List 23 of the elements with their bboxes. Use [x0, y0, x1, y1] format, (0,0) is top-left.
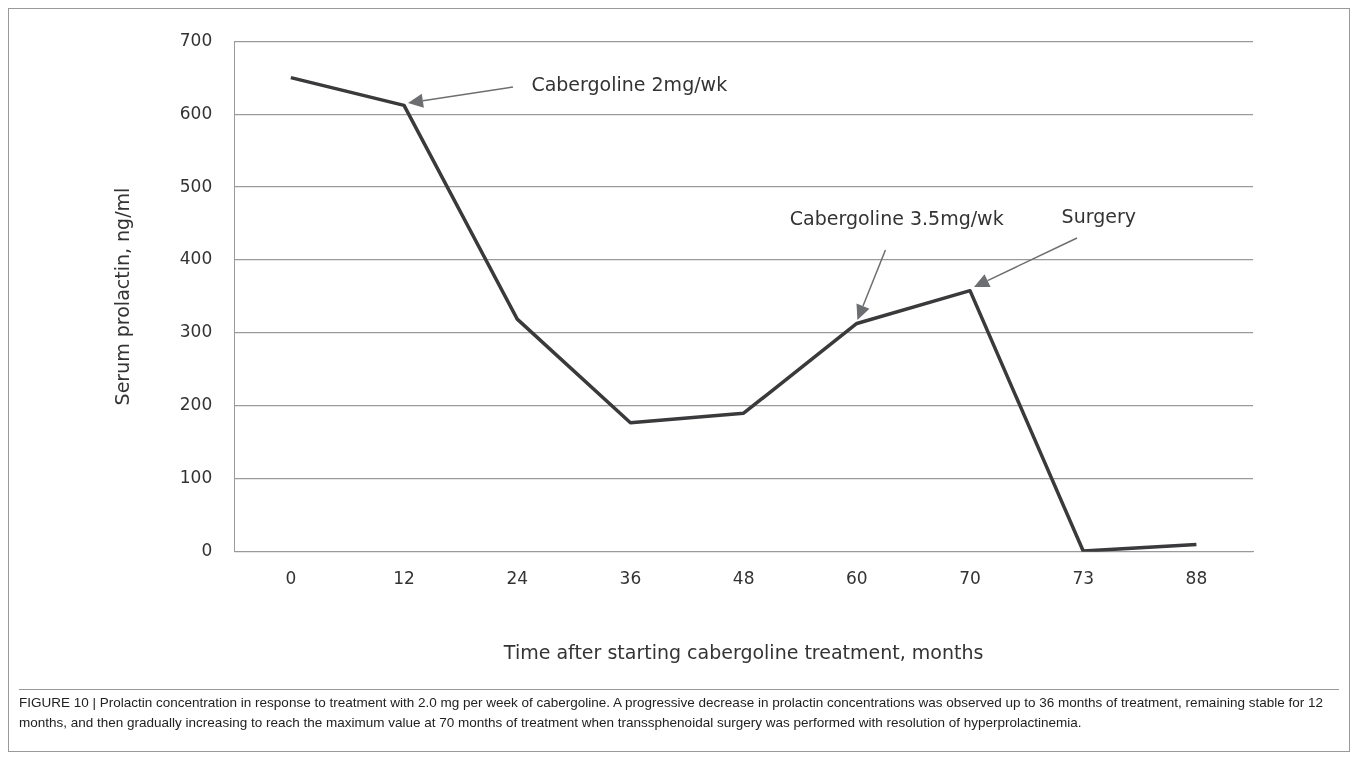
x-tick-label: 24 [506, 568, 529, 589]
y-tick-label: 500 [179, 175, 213, 196]
annotation: Cabergoline 2mg/wk [531, 72, 728, 95]
y-axis-title: Serum prolactin, ng/ml [111, 187, 134, 406]
x-tick-label: 70 [959, 568, 981, 589]
caption: FIGURE 10 | Prolactin concentration in response to treatment with 2.0 mg per week of cabergoline. A progressive decrease in prolactin concentrations was observed up to 36 months of treatment, remaining stable for 12 months, and then gradually increasing to reach the maximum value at 70 months of treatment when transsphenoidal surgery was performed with resolution of hyperprolactinemia. [19, 689, 1339, 733]
x-tick-label: 60 [846, 568, 868, 589]
y-tick-label: 600 [179, 102, 213, 123]
x-axis-title: Time after starting cabergoline treatment, months [502, 640, 984, 663]
annotation: Cabergoline 3.5mg/wk [789, 207, 1004, 230]
x-tick-label: 73 [1072, 568, 1095, 589]
annotation: Surgery [1061, 205, 1136, 228]
y-tick-label: 400 [179, 248, 213, 269]
y-tick-label: 100 [179, 467, 213, 488]
y-tick-label: 700 [179, 29, 213, 50]
x-tick-label: 88 [1185, 568, 1208, 589]
x-tick-label: 0 [285, 568, 297, 589]
x-tick-label: 48 [732, 568, 755, 589]
y-tick-label: 0 [201, 540, 213, 561]
x-tick-label: 36 [619, 568, 642, 589]
y-tick-label: 200 [179, 394, 213, 415]
y-tick-label: 300 [179, 321, 213, 342]
x-tick-label: 12 [393, 568, 415, 589]
